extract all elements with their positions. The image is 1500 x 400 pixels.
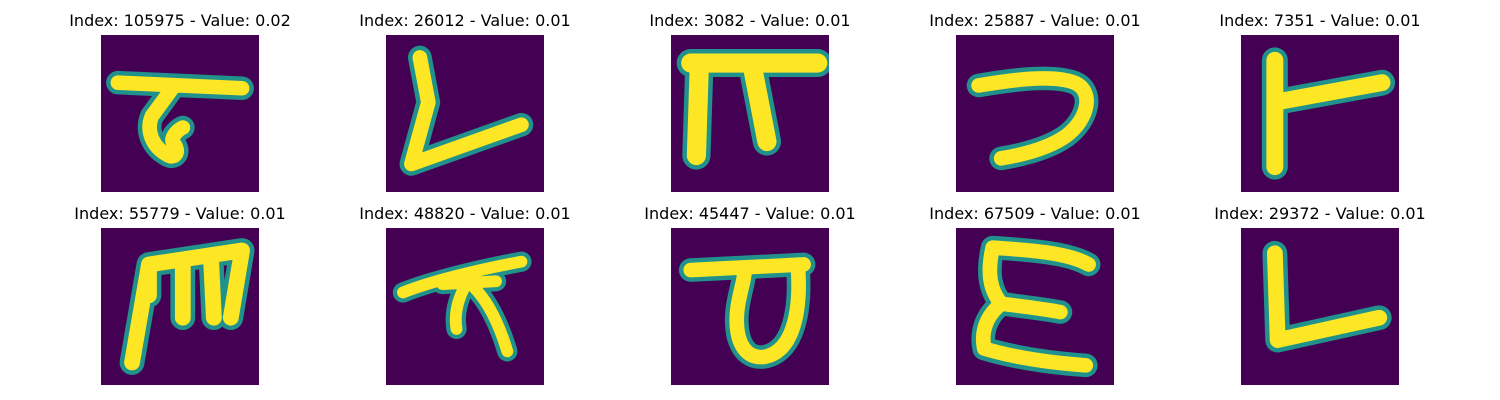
panel-title: Index: 67509 - Value: 0.01: [929, 204, 1141, 223]
panel-title: Index: 48820 - Value: 0.01: [359, 204, 571, 223]
panel-title: Index: 29372 - Value: 0.01: [1214, 204, 1426, 223]
panel-8: Index: 45447 - Value: 0.01: [630, 193, 870, 386]
glyph-image: [1241, 228, 1399, 385]
panel-3: Index: 3082 - Value: 0.01: [630, 0, 870, 193]
glyph-image: [671, 35, 829, 192]
panel-title: Index: 7351 - Value: 0.01: [1219, 11, 1421, 30]
panel-title: Index: 26012 - Value: 0.01: [359, 11, 571, 30]
glyph-image: [956, 35, 1114, 192]
panel-title: Index: 25887 - Value: 0.01: [929, 11, 1141, 30]
panel-4: Index: 25887 - Value: 0.01: [915, 0, 1155, 193]
panel-title: Index: 45447 - Value: 0.01: [644, 204, 856, 223]
panel-10: Index: 29372 - Value: 0.01: [1200, 193, 1440, 386]
glyph-image: [101, 35, 259, 192]
panel-title: Index: 105975 - Value: 0.02: [69, 11, 291, 30]
panel-title: Index: 3082 - Value: 0.01: [649, 11, 851, 30]
panel-6: Index: 55779 - Value: 0.01: [60, 193, 300, 386]
panel-title: Index: 55779 - Value: 0.01: [74, 204, 286, 223]
panel-7: Index: 48820 - Value: 0.01: [345, 193, 585, 386]
glyph-image: [956, 228, 1114, 385]
glyph-image: [386, 35, 544, 192]
panel-5: Index: 7351 - Value: 0.01: [1200, 0, 1440, 193]
glyph-image: [386, 228, 544, 385]
glyph-image: [671, 228, 829, 385]
panel-1: Index: 105975 - Value: 0.02: [60, 0, 300, 193]
panel-9: Index: 67509 - Value: 0.01: [915, 193, 1155, 386]
panel-2: Index: 26012 - Value: 0.01: [345, 0, 585, 193]
glyph-image: [1241, 35, 1399, 192]
glyph-image: [101, 228, 259, 385]
